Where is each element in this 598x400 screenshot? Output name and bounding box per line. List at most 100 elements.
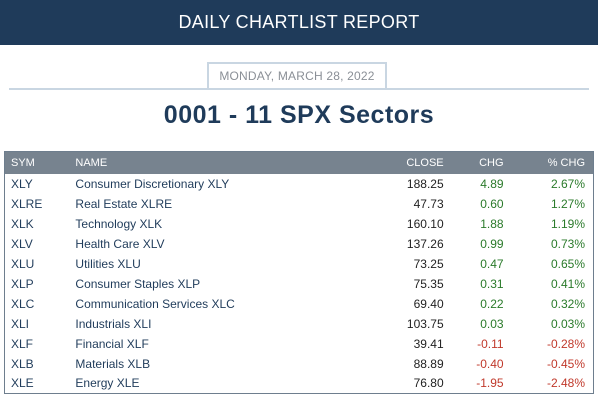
close-cell: 160.10 <box>406 216 444 231</box>
name-cell: Consumer Discretionary XLY <box>69 174 373 194</box>
chg-cell: 4.89 <box>480 176 504 191</box>
pct-chg-cell: 0.73% <box>550 236 585 251</box>
name-cell: Health Care XLV <box>69 234 373 254</box>
name-cell: Utilities XLU <box>69 254 373 274</box>
name-cell: Consumer Staples XLP <box>69 274 373 294</box>
symbol-cell: XLRE <box>5 194 70 214</box>
page-title: 0001 - 11 SPX Sectors <box>163 101 435 129</box>
table-row: XLF Financial XLF 39.41 -0.11 -0.28% <box>5 334 594 354</box>
symbol-cell: XLV <box>5 234 70 254</box>
name-cell: Technology XLK <box>69 214 373 234</box>
close-cell: 103.75 <box>406 316 444 331</box>
table-row: XLC Communication Services XLC 69.40 0.22 0.… <box>5 294 594 314</box>
pct-chg-cell: -0.45% <box>546 356 585 371</box>
table-row: XLP Consumer Staples XLP 75.35 0.31 0.41% <box>5 274 594 294</box>
close-cell: 188.25 <box>406 176 444 191</box>
symbol-link[interactable]: XLK <box>11 216 34 231</box>
symbol-cell: XLB <box>5 354 70 374</box>
divider <box>9 88 589 90</box>
table-row: XLK Technology XLK 160.10 1.88 1.19% <box>5 214 594 234</box>
chg-cell: 0.47 <box>480 256 504 271</box>
table-row: XLV Health Care XLV 137.26 0.99 0.73% <box>5 234 594 254</box>
symbol-cell: XLF <box>5 334 70 354</box>
table-row: XLU Utilities XLU 73.25 0.47 0.65% <box>5 254 594 274</box>
report-banner: DAILY CHARTLIST REPORT <box>0 0 598 45</box>
pct-chg-cell: 0.32% <box>550 296 585 311</box>
chg-cell: 1.88 <box>480 216 504 231</box>
name-link[interactable]: Technology XLK <box>75 216 163 231</box>
symbol-cell: XLE <box>5 374 70 394</box>
name-link[interactable]: Communication Services XLC <box>75 296 235 311</box>
symbol-link[interactable]: XLRE <box>11 196 43 211</box>
symbol-link[interactable]: XLI <box>11 316 30 331</box>
chg-cell: -0.40 <box>476 356 504 371</box>
symbol-link[interactable]: XLF <box>11 336 34 351</box>
symbol-link[interactable]: XLB <box>11 356 34 371</box>
name-cell: Real Estate XLRE <box>69 194 373 214</box>
pct-chg-cell: 1.19% <box>550 216 585 231</box>
name-link[interactable]: Consumer Staples XLP <box>75 276 201 291</box>
symbol-cell: XLY <box>5 174 70 194</box>
table-row: XLI Industrials XLI 103.75 0.03 0.03% <box>5 314 594 334</box>
pct-chg-cell: 1.27% <box>550 196 585 211</box>
name-link[interactable]: Real Estate XLRE <box>75 196 173 211</box>
table-row: XLRE Real Estate XLRE 47.73 0.60 1.27% <box>5 194 594 214</box>
name-cell: Communication Services XLC <box>69 294 373 314</box>
close-cell: 47.73 <box>413 196 444 211</box>
symbol-link[interactable]: XLU <box>11 256 35 271</box>
symbol-link[interactable]: XLP <box>11 276 34 291</box>
column-header-name[interactable]: NAME <box>75 156 108 169</box>
symbol-link[interactable]: XLC <box>11 296 35 311</box>
close-cell: 75.35 <box>413 276 444 291</box>
name-link[interactable]: Industrials XLI <box>75 316 152 331</box>
symbol-cell: XLU <box>5 254 70 274</box>
table-header-row: SYM NAME CLOSE CHG % CHG <box>4 151 594 174</box>
pct-chg-cell: 0.03% <box>550 316 585 331</box>
close-cell: 76.80 <box>413 376 444 391</box>
column-header-close[interactable]: CLOSE <box>406 156 444 169</box>
symbol-cell: XLI <box>5 314 70 334</box>
symbol-link[interactable]: XLY <box>11 176 33 191</box>
name-link[interactable]: Consumer Discretionary XLY <box>75 176 230 191</box>
chg-cell: -1.95 <box>476 376 504 391</box>
name-cell: Industrials XLI <box>69 314 373 334</box>
name-cell: Financial XLF <box>69 334 373 354</box>
name-link[interactable]: Materials XLB <box>75 356 151 371</box>
table-row: XLY Consumer Discretionary XLY 188.25 4.89 2… <box>5 174 594 194</box>
name-link[interactable]: Energy XLE <box>75 376 140 391</box>
chg-cell: 0.31 <box>480 276 504 291</box>
column-header-chg[interactable]: CHG <box>479 156 504 169</box>
symbol-cell: XLC <box>5 294 70 314</box>
pct-chg-cell: 0.41% <box>550 276 585 291</box>
name-link[interactable]: Health Care XLV <box>75 236 165 251</box>
pct-chg-cell: 2.67% <box>550 176 585 191</box>
chg-cell: 0.03 <box>480 316 504 331</box>
symbol-cell: XLP <box>5 274 70 294</box>
close-cell: 73.25 <box>413 256 444 271</box>
close-cell: 88.89 <box>413 356 444 371</box>
banner-title: DAILY CHARTLIST REPORT <box>178 12 420 32</box>
close-cell: 137.26 <box>406 236 444 251</box>
symbol-link[interactable]: XLE <box>11 376 34 391</box>
sector-table: SYM NAME CLOSE CHG % CHG XLY Consumer Dis… <box>4 151 594 394</box>
chg-cell: -0.11 <box>477 336 504 351</box>
chg-cell: 0.99 <box>480 236 504 251</box>
chg-cell: 0.22 <box>480 296 504 311</box>
chg-cell: 0.60 <box>480 196 504 211</box>
close-cell: 39.41 <box>413 336 444 351</box>
symbol-link[interactable]: XLV <box>11 236 33 251</box>
name-cell: Energy XLE <box>69 374 373 394</box>
table-row: XLB Materials XLB 88.89 -0.40 -0.45% <box>5 354 594 374</box>
close-cell: 69.40 <box>413 296 444 311</box>
report-date: MONDAY, MARCH 28, 2022 <box>207 62 387 88</box>
table-row: XLE Energy XLE 76.80 -1.95 -2.48% <box>5 374 594 394</box>
pct-chg-cell: -0.28% <box>546 336 585 351</box>
column-header-pct-chg[interactable]: % CHG <box>547 156 585 169</box>
column-header-sym[interactable]: SYM <box>11 156 35 169</box>
symbol-cell: XLK <box>5 214 70 234</box>
report-date-text: MONDAY, MARCH 28, 2022 <box>219 69 375 83</box>
name-link[interactable]: Utilities XLU <box>75 256 141 271</box>
name-cell: Materials XLB <box>69 354 373 374</box>
pct-chg-cell: 0.65% <box>550 256 585 271</box>
name-link[interactable]: Financial XLF <box>75 336 149 351</box>
